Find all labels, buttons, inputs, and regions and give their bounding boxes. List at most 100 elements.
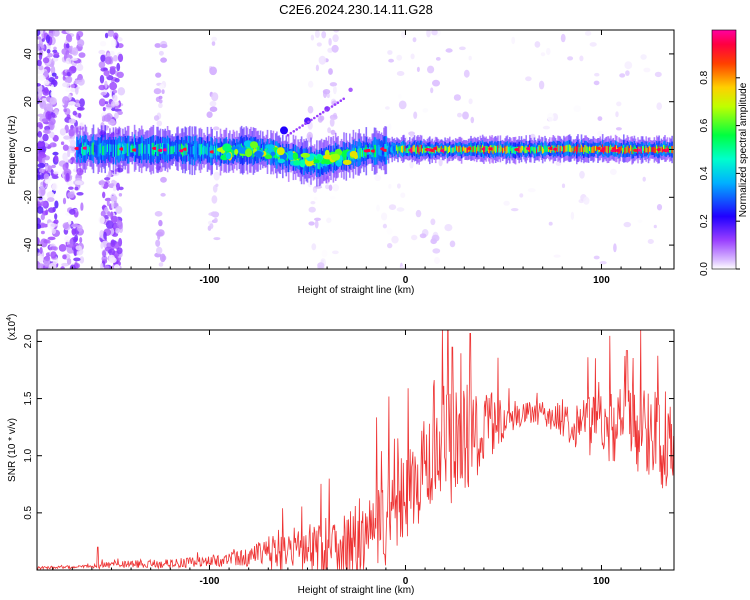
spectrogram-noise-blob: [398, 93, 402, 99]
spectrogram-noise-blob: [400, 192, 406, 198]
spectrogram-noise-blob: [100, 262, 104, 269]
spectrogram-noise-blob: [99, 74, 105, 84]
spectrogram-noise-blob: [51, 164, 56, 169]
spectrogram-noise-blob: [40, 201, 48, 207]
spectrogram-noise-blob: [102, 107, 106, 112]
snr-x-tick-label: -100: [199, 576, 219, 587]
spectrogram-ridge-core: [533, 146, 536, 154]
snr-y-ticks: 0.5 1.0 1.5 2.0: [23, 334, 674, 520]
spectrogram-noise-blob: [397, 183, 401, 189]
spectrogram-noise-blob: [51, 112, 56, 118]
spectrogram-ridge-core: [265, 146, 268, 156]
spectrogram-noise-blob: [386, 227, 393, 235]
spectrogram-noise-blob: [37, 174, 41, 181]
spectrogram-ridge-core: [116, 145, 118, 155]
snr-x-ticks: -100 0 100: [52, 330, 661, 587]
spectrogram-ridge-core: [127, 143, 130, 156]
snr-y-tick-label: 1.0: [23, 448, 34, 462]
spectrogram-ridge-core: [586, 146, 589, 154]
spectrogram-noise-blob: [326, 93, 330, 99]
spectrogram-noise-blob: [45, 111, 52, 120]
spectrogram-noise-blob: [110, 195, 118, 202]
spectrogram-y-tick-label: 0: [23, 146, 34, 152]
spectrogram-ridge-core: [644, 148, 646, 154]
spectrogram-noise-blob: [160, 57, 168, 63]
spectrogram-branch-trace: [304, 122, 307, 125]
spectrogram-noise-blob: [400, 31, 407, 39]
spectrogram-ridge-core: [153, 146, 156, 155]
spectrogram-noise-blob: [117, 87, 126, 96]
spectrogram-noise-blob: [327, 47, 333, 53]
spectrogram-ridge-core: [607, 146, 610, 154]
figure-title: C2E6.2024.230.14.11.G28: [279, 2, 433, 17]
spectrogram-noise-blob: [47, 236, 56, 241]
spectrogram-noise-blob: [67, 181, 74, 185]
spectrogram-noise-blob: [44, 70, 49, 78]
spectrogram-noise-blob: [594, 72, 600, 77]
spectrogram-ridge-core: [534, 147, 537, 154]
spectrogram-noise-blob: [51, 228, 56, 235]
spectrogram-noise-blob: [73, 257, 81, 262]
spectrogram-noise-blob: [413, 111, 418, 119]
spectrogram-branch-trace: [342, 97, 346, 101]
spectrogram-ridge-core: [213, 146, 216, 154]
spectrogram-ridge-core: [399, 146, 402, 152]
spectrogram-noise-blob: [311, 243, 317, 251]
spectrogram-ridge-core: [624, 147, 626, 154]
spectrogram-noise-blob: [42, 57, 50, 64]
spectrogram-noise-blob: [560, 33, 566, 43]
spectrogram-noise-blob: [431, 234, 440, 242]
spectrogram-ridge-core: [359, 148, 362, 159]
spectrogram-noise-blob: [525, 76, 532, 82]
spectrogram-ridge-core: [89, 146, 91, 155]
spectrogram-ridge-core: [393, 146, 396, 153]
spectrogram-ridge-core: [215, 147, 217, 156]
spectrogram-noise-blob: [154, 211, 163, 217]
spectrogram-disturbance-blob: [341, 150, 348, 158]
spectrogram-noise-blob: [211, 41, 216, 46]
spectrogram-ridge-core: [159, 143, 162, 154]
spectrogram-noise-blob: [453, 94, 461, 101]
spectrogram-branch-trace: [336, 101, 340, 104]
spectrogram-ridge-core: [630, 145, 632, 152]
spectrogram-noise-blob: [573, 105, 581, 113]
spectrogram-noise-blob: [385, 106, 390, 110]
spectrogram-ridge-core: [186, 144, 189, 152]
spectrogram-ridge-core: [513, 146, 516, 154]
spectrogram-ridge-core: [137, 144, 139, 154]
spectrogram-noise-blob: [68, 159, 72, 164]
spectrogram-disturbance-blob: [231, 146, 240, 151]
spectrogram-ridge-core: [403, 144, 405, 152]
spectrogram-noise-blob: [540, 52, 546, 57]
spectrogram-ridge-core: [567, 144, 570, 152]
spectrogram-noise-blob: [158, 99, 163, 104]
spectrogram-ridge-core: [171, 145, 174, 155]
spectrogram-ridge-core: [178, 144, 181, 152]
spectrogram-noise-blob: [432, 248, 441, 254]
spectrogram-noise-blob: [426, 30, 431, 38]
spectrogram-ridge-core: [440, 146, 443, 151]
spectrogram-ridge-core: [447, 146, 450, 153]
spectrogram-noise-blob: [623, 221, 632, 228]
spectrogram-ridge-core: [175, 145, 177, 155]
spectrogram-ridge-core: [166, 143, 169, 156]
spectrogram-ridge-core: [113, 144, 116, 153]
spectrogram-ridge-core: [545, 146, 547, 152]
spectrogram-noise-blob: [468, 98, 473, 105]
spectrogram-noise-blob: [213, 171, 220, 181]
spectrogram-ridge-core: [104, 142, 106, 156]
spectrogram-noise-blob: [462, 111, 469, 120]
colorbar-tick-label: 0.6: [699, 118, 710, 132]
spectrogram-ridge-core: [537, 146, 539, 153]
spectrogram-noise-blob: [103, 114, 112, 122]
spectrogram-noise-blob: [79, 256, 85, 264]
spectrogram-ridge-core: [646, 147, 649, 153]
spectrogram-disturbance-blob: [300, 152, 311, 158]
spectrogram-noise-blob: [47, 53, 53, 58]
spectrogram-ridge-core: [124, 142, 126, 154]
spectrogram-ridge-core: [162, 143, 164, 154]
spectrogram-noise-blob: [37, 252, 41, 257]
spectrogram-ridge-core: [414, 147, 417, 154]
spectrogram-noise-blob: [43, 79, 50, 86]
spectrogram-noise-blob: [329, 118, 335, 127]
